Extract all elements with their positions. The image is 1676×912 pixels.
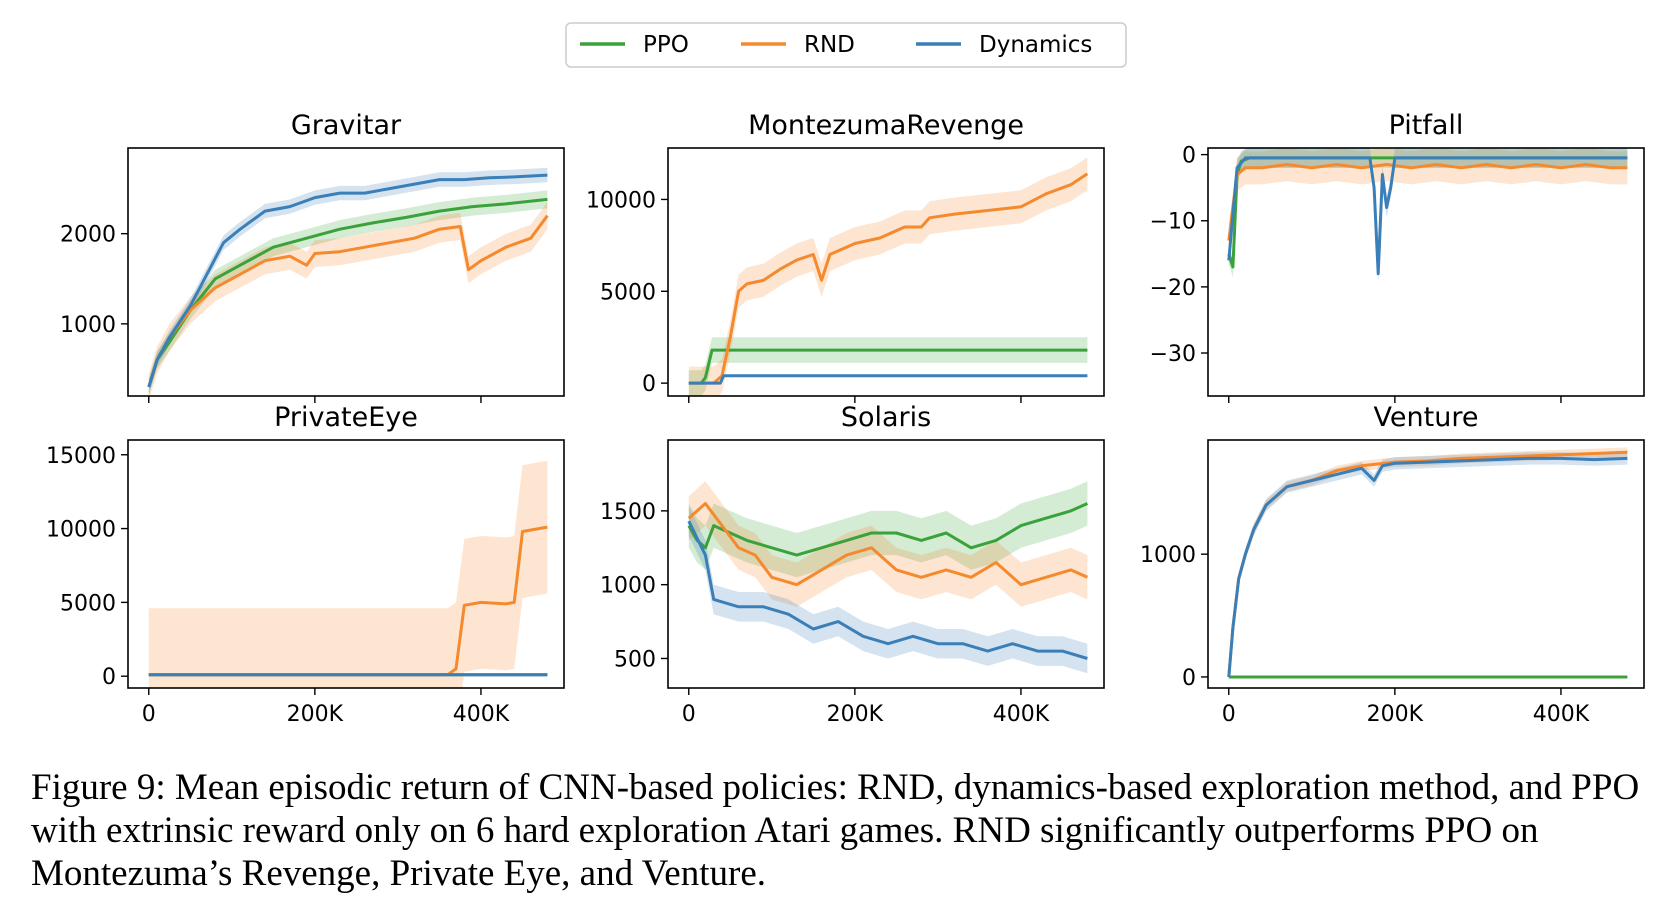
band-rnd — [688, 481, 1088, 607]
y-tick-label: −10 — [1150, 210, 1196, 235]
y-tick-label: −30 — [1150, 342, 1196, 367]
panel-gravitar: Gravitar 1000 2000 — [60, 110, 565, 403]
y-tick-label: 0 — [102, 665, 116, 690]
legend: PPO RND Dynamics — [565, 22, 1127, 68]
y-tick-label: 10000 — [46, 518, 116, 543]
band-ppo — [1228, 148, 1628, 277]
band-ppo — [148, 190, 548, 396]
panel-title: MontezumaRevenge — [748, 110, 1024, 141]
legend-label-rnd: RND — [804, 32, 855, 58]
x-tick-label: 0 — [142, 702, 156, 727]
panel-pitfall: Pitfall −30 −20 −10 0 — [1150, 110, 1645, 403]
panels: Gravitar10002000MontezumaRevenge05000100… — [46, 110, 1645, 727]
legend-label-dynamics: Dynamics — [979, 32, 1092, 58]
y-tick-label: 2000 — [60, 223, 116, 248]
panel-title: Pitfall — [1389, 110, 1464, 141]
x-tick-label: 400K — [1533, 702, 1590, 727]
series-line-dynamics — [1227, 156, 1628, 276]
y-tick-label: 5000 — [600, 280, 656, 305]
axes-frame — [1207, 439, 1645, 689]
series-line-rnd — [1227, 163, 1628, 241]
series-line-dynamics — [1227, 456, 1628, 678]
y-tick-label: 0 — [1182, 144, 1196, 169]
plot-area — [687, 481, 1089, 674]
plot-area — [148, 460, 548, 688]
legend-frame — [565, 22, 1127, 68]
plot-area — [1227, 148, 1628, 284]
band-dynamics — [1228, 148, 1628, 284]
axes-frame — [127, 439, 565, 689]
panel-privateeye: PrivateEye 0 5000 10000 15000 0 200K 400K — [46, 402, 565, 727]
x-tick-label: 400K — [993, 702, 1050, 727]
series-line-rnd — [687, 502, 1089, 587]
figure-caption: Figure 9: Mean episodic return of CNN-ba… — [31, 767, 1640, 894]
series-line-rnd — [147, 214, 549, 388]
x-tick-label: 400K — [453, 702, 510, 727]
y-tick-label: 0 — [642, 372, 656, 397]
y-tick-label: 1000 — [600, 574, 656, 599]
x-tick-label: 200K — [287, 702, 344, 727]
y-tick-label: −20 — [1150, 276, 1196, 301]
legend-label-ppo: PPO — [643, 32, 689, 58]
series-line-rnd — [688, 172, 1089, 385]
plot-area — [688, 157, 1089, 396]
figure-grid: PPO RND Dynamics Gravitar 1000 2000 Montezu… — [46, 22, 1645, 727]
plot-area — [147, 167, 549, 396]
band-rnd — [1228, 148, 1628, 258]
y-tick-label: 10000 — [586, 188, 656, 213]
axes-frame — [667, 147, 1105, 397]
panel-venture: Venture 0 1000 0 200K 400K — [1140, 402, 1645, 727]
band-dynamics — [688, 506, 1088, 674]
series-line-ppo — [147, 197, 548, 388]
y-tick-label: 1000 — [1140, 543, 1196, 568]
series-line-dynamics — [687, 520, 1088, 660]
y-tick-label: 0 — [1182, 666, 1196, 691]
axes-frame — [667, 439, 1105, 689]
series-line-rnd — [148, 525, 548, 677]
y-tick-label: 1500 — [600, 500, 656, 525]
y-tick-label: 5000 — [60, 591, 116, 616]
y-tick-label: 1000 — [60, 313, 116, 338]
series-line-dynamics — [688, 374, 1088, 385]
band-rnd — [148, 460, 548, 688]
panel-title: Gravitar — [291, 110, 402, 141]
panel-solaris: Solaris 500 1000 1500 0 200K 400K — [600, 402, 1105, 727]
y-tick-label: 500 — [614, 647, 656, 672]
series-line-dynamics — [147, 173, 548, 388]
band-rnd — [148, 202, 548, 396]
axes-frame — [1207, 147, 1645, 397]
y-tick-label: 15000 — [46, 444, 116, 469]
x-tick-label: 0 — [1222, 702, 1236, 727]
x-tick-label: 200K — [1367, 702, 1424, 727]
axes-frame — [127, 147, 565, 397]
panel-title: PrivateEye — [274, 402, 418, 433]
band-rnd — [688, 157, 1088, 396]
x-tick-label: 0 — [682, 702, 696, 727]
panel-title: Venture — [1374, 402, 1479, 433]
x-tick-label: 200K — [827, 702, 884, 727]
panel-montezumarevenge: MontezumaRevenge 0 5000 10000 — [586, 110, 1105, 403]
plot-area — [1227, 447, 1628, 684]
band-ppo — [688, 337, 1088, 396]
panel-title: Solaris — [841, 402, 931, 433]
series-line-ppo — [687, 502, 1089, 557]
